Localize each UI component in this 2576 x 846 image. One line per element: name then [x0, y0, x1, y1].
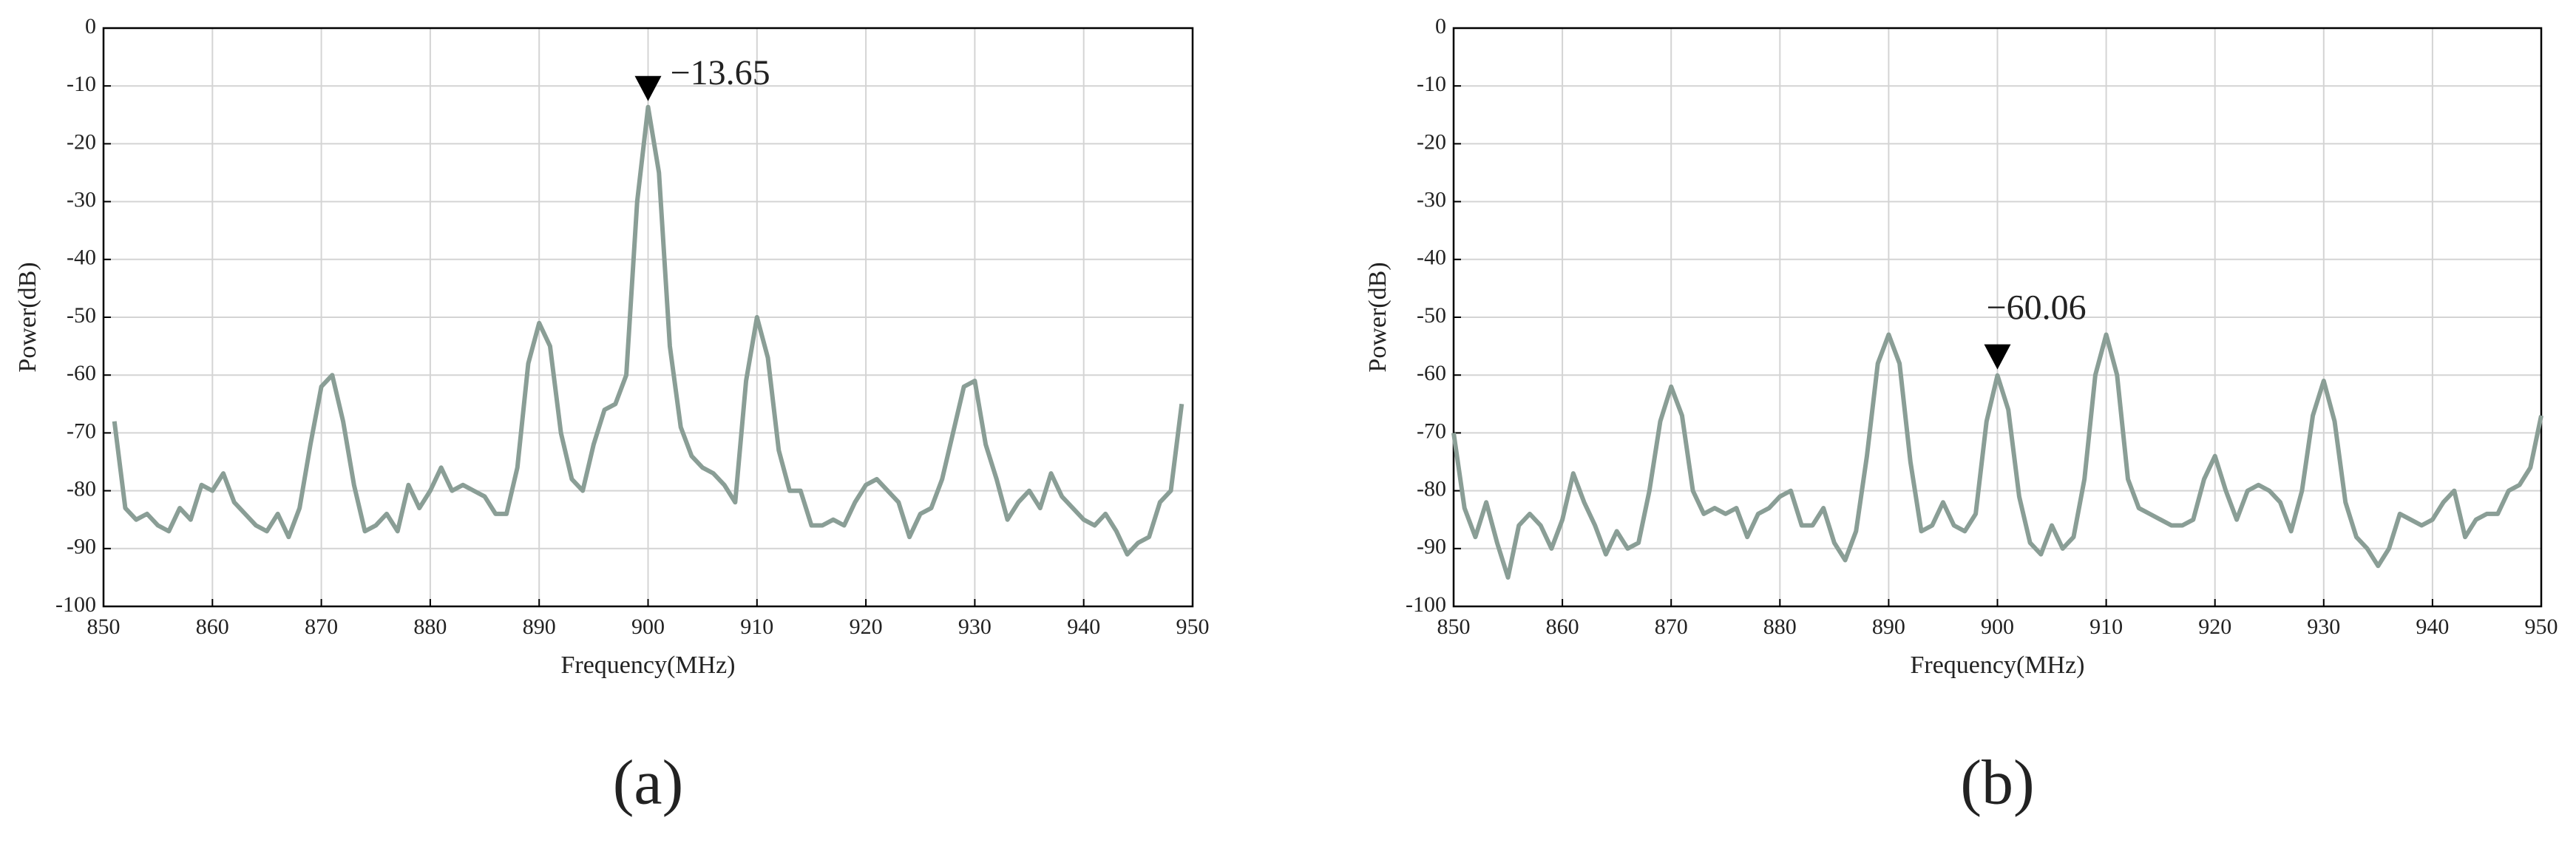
spectrum-line: [112, 104, 1184, 557]
y-tick-label: -30: [67, 187, 96, 212]
y-tick-label: -20: [67, 129, 96, 154]
x-tick-label: 900: [631, 615, 665, 639]
x-tick-label: 860: [196, 615, 229, 639]
y-tick-label: -80: [1417, 476, 1446, 501]
x-tick-label: 930: [958, 615, 992, 639]
y-axis-label: Power(dB): [14, 262, 41, 372]
y-tick-label: -100: [55, 592, 96, 617]
y-tick-label: -10: [67, 72, 96, 96]
y-tick-label: -50: [1417, 303, 1446, 328]
x-tick-label: 950: [1176, 615, 1210, 639]
spectrum-line: [1451, 332, 2543, 580]
x-tick-label: 920: [2198, 615, 2231, 639]
y-tick-label: -60: [67, 361, 96, 385]
x-tick-label: 930: [2307, 615, 2340, 639]
peak-marker: [634, 75, 662, 101]
x-axis-label: Frequency(MHz): [1910, 652, 2084, 679]
y-tick-label: -50: [67, 303, 96, 328]
y-tick-label: -70: [1417, 419, 1446, 443]
x-tick-label: 860: [1546, 615, 1579, 639]
plot-frame: [102, 27, 1194, 608]
y-tick-label: -80: [67, 476, 96, 501]
peak-label: −13.65: [671, 53, 770, 92]
y-tick-label: -70: [67, 419, 96, 443]
y-tick-label: -90: [67, 535, 96, 559]
peak-label: −60.06: [1987, 288, 2087, 328]
peak-marker: [1984, 344, 2011, 370]
x-tick-label: 880: [1763, 615, 1797, 639]
x-tick-label: 870: [1655, 615, 1688, 639]
y-tick-label: -100: [1406, 592, 1446, 617]
y-tick-label: -10: [1417, 72, 1446, 96]
plot-frame: [1452, 27, 2543, 608]
x-tick-label: 900: [1981, 615, 2014, 639]
x-tick-label: 910: [740, 615, 773, 639]
x-tick-label: 870: [305, 615, 338, 639]
x-tick-label: 950: [2525, 615, 2558, 639]
panel-caption: (b): [1960, 747, 2034, 818]
y-tick-label: -20: [1417, 129, 1446, 154]
y-tick-label: -40: [1417, 246, 1446, 270]
x-tick-label: 920: [850, 615, 883, 639]
y-tick-label: 0: [85, 14, 96, 38]
x-tick-label: 850: [87, 615, 121, 639]
x-tick-label: 880: [413, 615, 447, 639]
x-tick-label: 910: [2089, 615, 2123, 639]
y-tick-label: -30: [1417, 187, 1446, 212]
y-tick-label: -40: [67, 246, 96, 270]
x-tick-label: 940: [2416, 615, 2449, 639]
y-axis-label: Power(dB): [1364, 262, 1392, 372]
y-tick-label: -90: [1417, 535, 1446, 559]
x-tick-label: 890: [523, 615, 556, 639]
x-tick-label: 890: [1872, 615, 1905, 639]
y-tick-label: -60: [1417, 361, 1446, 385]
panel-caption: (a): [613, 747, 683, 818]
x-axis-label: Frequency(MHz): [560, 652, 735, 679]
x-tick-label: 850: [1437, 615, 1471, 639]
y-tick-label: 0: [1435, 14, 1446, 38]
x-tick-label: 940: [1067, 615, 1100, 639]
